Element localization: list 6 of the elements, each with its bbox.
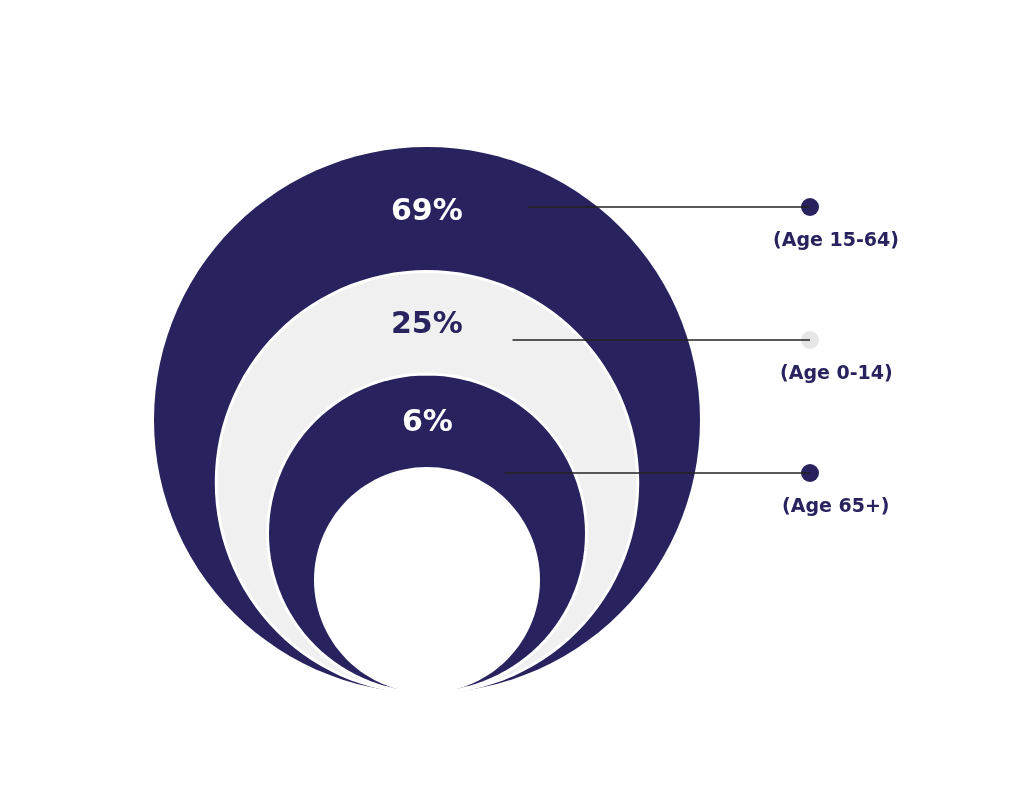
data-label: 69% xyxy=(391,192,463,227)
category-label: (Age 65+) xyxy=(782,494,890,516)
category-label: (Age 0-14) xyxy=(780,361,893,383)
category-label: (Age 15-64) xyxy=(773,228,899,250)
data-label: 6% xyxy=(402,403,453,438)
data-label: 25% xyxy=(391,305,463,340)
